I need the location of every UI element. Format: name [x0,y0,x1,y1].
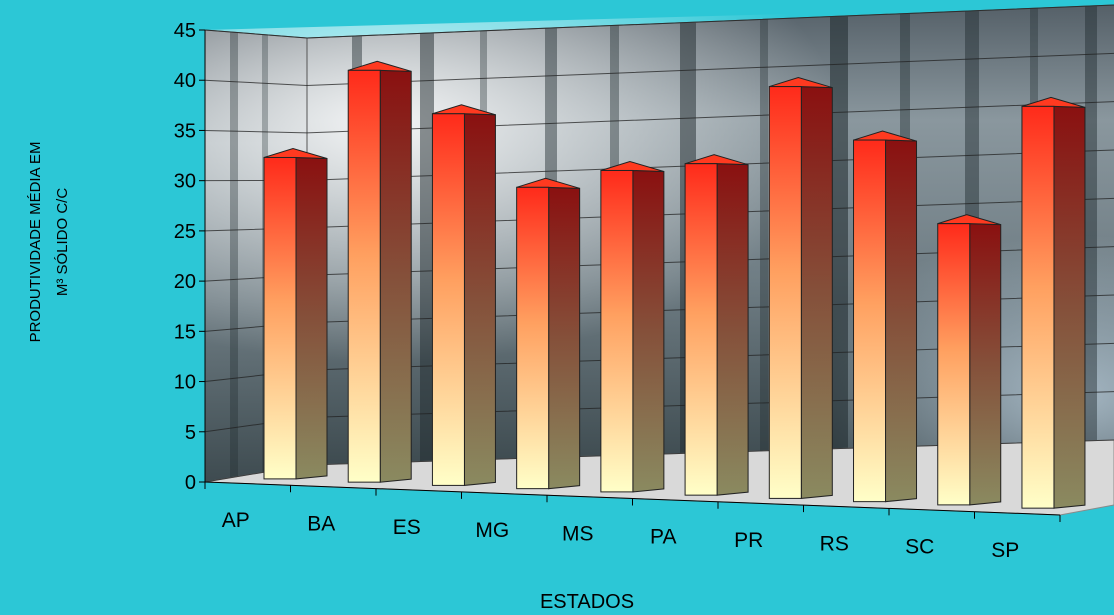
x-axis: AP BA ES MG MS PA PR RS SC SP [204,481,1061,562]
bar-side [295,156,328,480]
x-tick-label: SP [991,539,1019,562]
y-tick-label: 35 [174,120,196,142]
gridline [204,4,1114,39]
bar-front [347,69,381,483]
tree-trunk [760,19,768,451]
bar-side [632,169,665,493]
bar [516,177,581,490]
bar-front [263,156,297,480]
bar [431,104,496,486]
bar-side [379,69,412,483]
bar [347,60,412,483]
bar-front [1021,105,1055,509]
bar-front [853,139,887,503]
y-tick-label: 0 [185,472,196,494]
x-tick-label: BA [307,512,335,535]
bar-front [684,163,718,496]
bar-side [885,139,918,503]
bar [937,214,1002,506]
bar-front [516,186,550,490]
bar-side [716,163,749,496]
bar [684,154,749,496]
tree-trunk [830,16,848,449]
y-tick-label: 5 [185,422,196,444]
bar [263,147,328,480]
bar-side [800,86,833,499]
bar-side [463,113,496,486]
x-tick-label: ES [393,516,421,539]
x-tick-label: PR [734,529,763,552]
gridline [204,52,1114,86]
bar [853,130,918,503]
bar-front [937,223,971,506]
y-tick-label: 40 [174,70,196,92]
x-tick-label: PA [650,526,676,549]
x-tick-label: AP [222,509,250,532]
tree-trunk [230,31,238,478]
y-tick-label: 15 [174,321,196,343]
x-tick-label: MS [562,522,594,545]
y-axis: 0 5 10 15 20 25 30 35 40 45 [174,20,206,494]
bar-front [431,113,465,486]
y-tick-label: 45 [174,20,196,42]
bar [600,160,665,493]
x-tick-label: RS [820,532,849,555]
y-tick-label: 20 [174,271,196,293]
x-tick-label: MG [475,519,509,542]
bar-side [1053,105,1086,509]
bar-front [600,169,634,493]
y-axis-title-line1: PRODUTIVIDADE MÉDIA EM [27,142,44,343]
y-tick-label: 10 [174,372,196,394]
bar-front [768,86,802,499]
bar [768,77,833,499]
x-axis-title: ESTADOS [540,591,634,613]
x-tick-label: SC [905,536,934,559]
bar-side [969,223,1002,506]
y-tick-label: 30 [174,171,196,193]
gridline [204,101,1114,134]
y-axis-title-line2: M³ SÓLIDO C/C [54,188,71,297]
bar [1021,96,1086,509]
tree-trunk [1085,6,1097,441]
bars-group [263,60,1086,509]
y-tick-label: 25 [174,221,196,243]
tree-trunk [420,33,434,462]
bar-side [548,186,581,490]
